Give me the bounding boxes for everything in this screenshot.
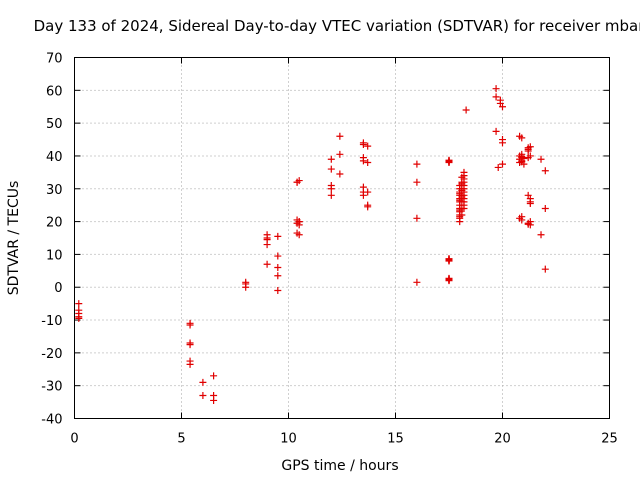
data-point [336,170,344,178]
data-point [336,150,344,158]
data-point [458,204,466,212]
x-tick-label: 25 [601,432,618,447]
data-point [210,372,218,380]
data-point [293,178,301,186]
data-point [458,193,466,201]
y-tick-label: -30 [41,380,62,395]
data-point [494,163,502,171]
data-point [445,156,453,164]
data-point [75,300,83,308]
data-point [327,155,335,163]
y-tick-label: 10 [46,248,63,263]
y-tick-label: 40 [46,150,63,165]
data-point [199,392,207,400]
data-point [518,216,526,224]
data-point [458,173,466,181]
data-point [263,241,271,249]
data-point [541,265,549,273]
data-point [274,232,282,240]
data-point [295,231,303,239]
data-point [462,106,470,114]
data-point [496,96,504,104]
data-point [336,132,344,140]
y-tick-label: 20 [46,216,63,231]
data-point [460,168,468,176]
data-point [359,191,367,199]
data-point [364,142,372,150]
y-tick-label: 50 [46,117,63,132]
data-point [364,188,372,196]
data-point [413,278,421,286]
y-tick-label: 60 [46,84,63,99]
data-point [541,204,549,212]
data-point [274,264,282,272]
data-point [199,378,207,386]
data-point [263,260,271,268]
data-point [499,160,506,168]
data-point [526,200,534,208]
data-point [186,321,194,329]
data-point [518,134,526,142]
data-point [524,147,532,155]
data-point [263,234,271,242]
data-point [458,180,466,188]
plot-frame [74,57,610,419]
data-point [75,314,83,322]
data-point [458,211,466,219]
x-tick-label: 0 [70,432,78,447]
grid [74,57,610,419]
data-point [492,85,500,93]
data-point [458,186,466,194]
data-point [295,218,303,226]
x-tick-label: 20 [494,432,511,447]
y-tick-label: 30 [46,183,63,198]
y-tick-label: -40 [41,413,62,428]
data-point [499,139,506,147]
data-point [499,103,506,111]
axis-ticks: 0 5 10 15 20 25 -40 -30 -20 -10 0 10 20 30 40 50 60 70 [41,52,618,447]
data-point [274,252,282,260]
chart-title: Day 133 of 2024, Sidereal Day-to-day VTE… [34,17,640,35]
data-point [327,165,335,173]
data-point [364,159,372,167]
data-point [359,157,367,165]
data-point [445,257,453,265]
x-tick-label: 10 [280,432,297,447]
y-axis-label: SDTVAR / TECUs [6,181,22,296]
x-tick-label: 15 [387,432,404,447]
data-point [210,396,218,404]
y-tick-label: -10 [41,314,62,329]
y-tick-label: 70 [46,52,63,67]
data-point [274,287,282,295]
y-tick-label: 0 [54,281,62,296]
data-point [526,143,534,151]
data-point [537,155,545,163]
data-point [242,278,250,286]
data-point [520,160,528,168]
data-point [524,154,532,162]
data-points [75,85,549,404]
data-point [327,185,335,193]
y-tick-label: -20 [41,347,62,362]
data-point [274,272,282,280]
data-point [541,167,549,175]
data-point [413,214,421,222]
data-point [413,160,421,168]
data-point [492,127,500,135]
data-point [518,153,526,161]
data-point [327,191,335,199]
data-point [359,140,367,148]
data-point [364,203,372,211]
x-axis-label: GPS time / hours [281,458,398,474]
data-point [524,220,532,228]
x-tick-label: 5 [177,432,185,447]
data-point [413,178,421,186]
data-point [445,276,453,284]
data-point [492,93,500,101]
data-point [186,341,194,349]
data-point [186,360,194,368]
data-point [537,231,545,239]
